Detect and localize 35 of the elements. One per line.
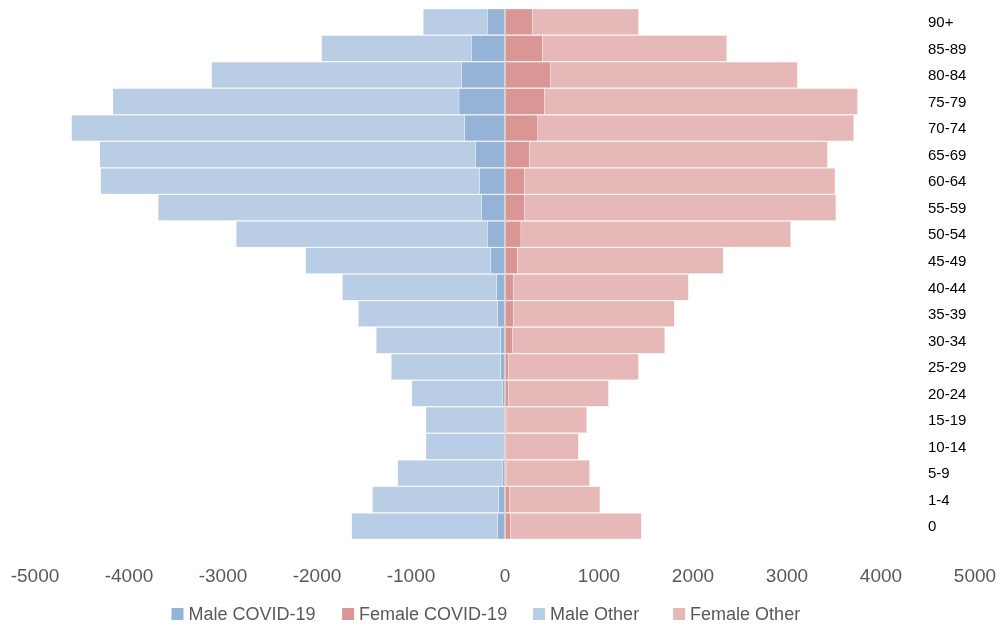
y-tick-label: 35-39	[928, 305, 967, 323]
y-tick-label: 5-9	[928, 464, 950, 482]
y-tick-label: 40-44	[928, 278, 967, 296]
x-tick-label: 0	[499, 565, 511, 586]
y-tick-label: 70-74	[928, 119, 967, 137]
x-tick-label: 2000	[671, 565, 715, 586]
legend-label: Male COVID-19	[188, 604, 316, 624]
y-tick-label: 65-69	[928, 145, 967, 163]
legend-label: Female COVID-19	[359, 604, 508, 624]
legend-label: Female Other	[690, 604, 801, 624]
y-tick-label: 80-84	[928, 66, 967, 84]
x-tick-label: -5000	[10, 565, 60, 586]
y-tick-label: 60-64	[928, 172, 967, 190]
y-tick-label: 50-54	[928, 225, 967, 243]
x-tick-label: 3000	[765, 565, 809, 586]
x-tick-label: -1000	[386, 565, 436, 586]
x-tick-label: 5000	[953, 565, 997, 586]
y-tick-label: 0	[928, 517, 937, 535]
x-tick-label: -4000	[104, 565, 154, 586]
y-tick-label: 30-34	[928, 331, 967, 349]
y-tick-label: 55-59	[928, 198, 967, 216]
y-tick-label: 25-29	[928, 358, 967, 376]
x-tick-label: 4000	[859, 565, 903, 586]
y-tick-label: 75-79	[928, 92, 967, 110]
x-tick-label: -3000	[198, 565, 248, 586]
x-tick-label: 1000	[577, 565, 621, 586]
y-tick-label: 1-4	[928, 490, 950, 508]
y-tick-label: 15-19	[928, 411, 967, 429]
y-tick-label: 85-89	[928, 39, 967, 57]
legend-label: Male Other	[550, 604, 640, 624]
y-tick-label: 90+	[928, 13, 954, 31]
y-tick-label: 20-24	[928, 384, 967, 402]
x-tick-label: -2000	[292, 565, 342, 586]
y-tick-label: 10-14	[928, 437, 967, 455]
y-tick-label: 45-49	[928, 251, 967, 269]
